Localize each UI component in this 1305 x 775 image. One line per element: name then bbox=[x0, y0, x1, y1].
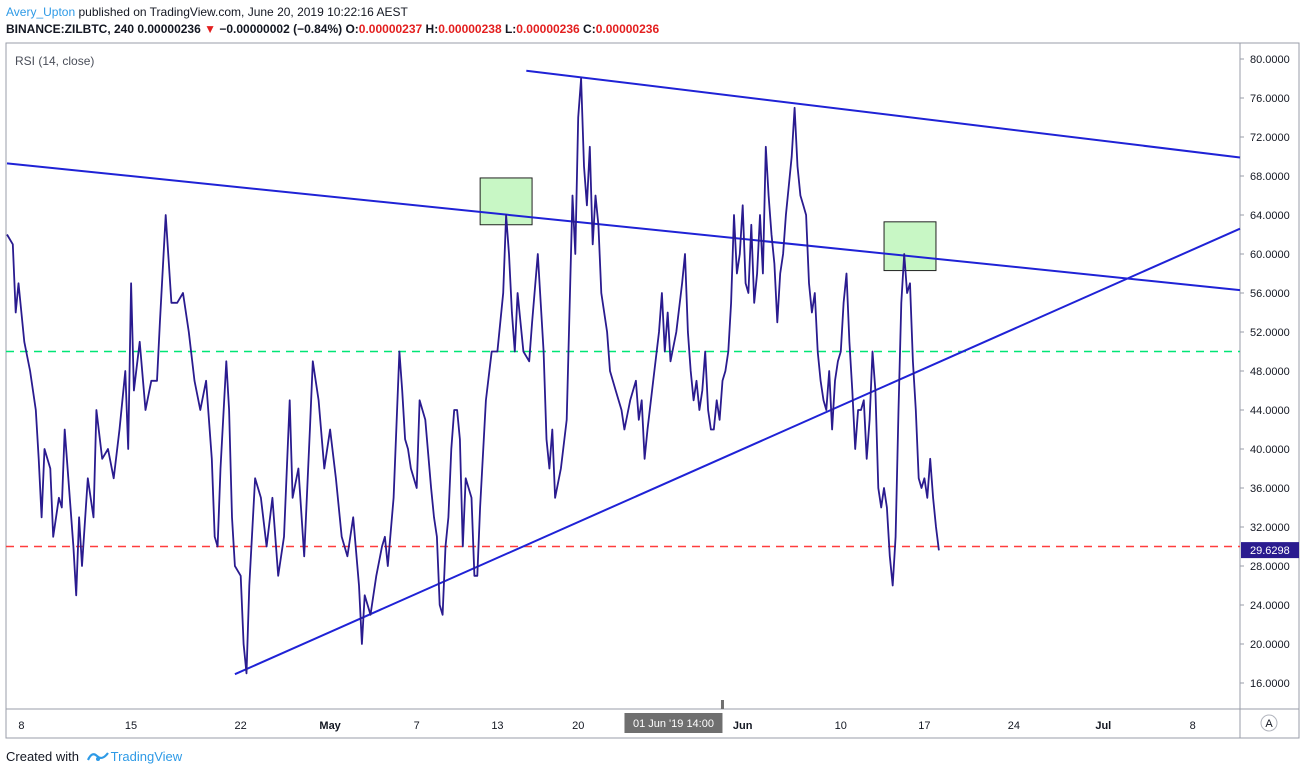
high-label: H: bbox=[425, 22, 439, 36]
publish-header: Avery_Upton published on TradingView.com… bbox=[6, 4, 408, 20]
tradingview-brand[interactable]: TradingView bbox=[110, 749, 183, 764]
low-label: L: bbox=[504, 22, 517, 36]
close-label: C: bbox=[583, 22, 596, 36]
y-tick-label: 48.0000 bbox=[1250, 366, 1290, 378]
low-value: 0.00000236 bbox=[516, 22, 580, 36]
x-tick-label: 8 bbox=[1190, 720, 1196, 732]
down-arrow-icon: ▼ bbox=[204, 22, 216, 36]
y-tick-label: 28.0000 bbox=[1250, 561, 1290, 573]
trendline-2 bbox=[526, 69, 1241, 159]
x-tick-label: 20 bbox=[572, 720, 584, 732]
x-tick-label: 7 bbox=[414, 720, 420, 732]
y-tick-label: 44.0000 bbox=[1250, 405, 1290, 417]
y-tick-label: 16.0000 bbox=[1250, 678, 1290, 690]
x-tick-label: 17 bbox=[918, 720, 930, 732]
ohlc-legend: BINANCE:ZILBTC, 240 0.00000236 ▼ −0.0000… bbox=[6, 21, 659, 37]
rsi-line bbox=[6, 77, 940, 675]
rsi-chart[interactable]: RSI (14, close) 80.0000 76.0000 72.0000 68.… bbox=[0, 0, 1305, 745]
x-tick-label: 13 bbox=[491, 720, 503, 732]
y-tick-label: 32.0000 bbox=[1250, 522, 1290, 534]
crosshair-marker bbox=[720, 700, 724, 709]
open-label: O: bbox=[345, 22, 359, 36]
x-tick-label: Jun bbox=[733, 720, 753, 732]
x-tick-label: 10 bbox=[835, 720, 847, 732]
author-link[interactable]: Avery_Upton bbox=[6, 5, 76, 19]
y-tick-label: 24.0000 bbox=[1250, 600, 1290, 612]
price-change: −0.00000002 (−0.84%) bbox=[219, 22, 343, 36]
crosshair-time-label: 01 Jun '19 14:00 bbox=[633, 718, 714, 730]
close-value: 0.00000236 bbox=[595, 22, 660, 36]
y-tick-label: 40.0000 bbox=[1250, 444, 1290, 456]
x-tick-label: 22 bbox=[235, 720, 247, 732]
current-value-tag bbox=[1241, 542, 1299, 559]
last-price: 0.00000236 bbox=[137, 22, 201, 36]
current-value-label: 29.6298 bbox=[1250, 545, 1290, 557]
published-text: published on TradingView.com, June 20, 2… bbox=[75, 5, 408, 19]
footer: Created with TradingView bbox=[6, 749, 182, 764]
high-value: 0.00000238 bbox=[438, 22, 502, 36]
crosshair-time-box bbox=[624, 713, 723, 733]
x-tick-label: May bbox=[319, 720, 341, 732]
open-value: 0.00000237 bbox=[358, 22, 423, 36]
y-tick-label: 64.0000 bbox=[1250, 210, 1290, 222]
auto-scale-label: A bbox=[1265, 718, 1273, 730]
y-tick-label: 56.0000 bbox=[1250, 288, 1290, 300]
y-tick-label: 76.0000 bbox=[1250, 93, 1290, 105]
trendline-1 bbox=[6, 162, 1241, 292]
x-tick-label: 24 bbox=[1008, 720, 1020, 732]
y-tick-label: 80.0000 bbox=[1250, 54, 1290, 66]
y-tick-label: 72.0000 bbox=[1250, 132, 1290, 144]
x-tick-label: Jul bbox=[1095, 720, 1111, 732]
y-tick-label: 20.0000 bbox=[1250, 639, 1290, 651]
y-tick-label: 60.0000 bbox=[1250, 249, 1290, 261]
x-tick-label: 15 bbox=[125, 720, 137, 732]
x-tick-label: 8 bbox=[18, 720, 24, 732]
auto-scale-button bbox=[1260, 714, 1278, 732]
y-tick-label: 52.0000 bbox=[1250, 327, 1290, 339]
indicator-title: RSI (14, close) bbox=[15, 54, 94, 68]
created-with-text: Created with bbox=[6, 749, 79, 764]
tradingview-logo-icon bbox=[86, 752, 109, 761]
trendline-3 bbox=[234, 227, 1241, 676]
symbol-label[interactable]: BINANCE:ZILBTC, 240 bbox=[6, 22, 135, 36]
chart-frame bbox=[5, 42, 1300, 739]
y-tick-label: 36.0000 bbox=[1250, 483, 1290, 495]
y-tick-label: 68.0000 bbox=[1250, 171, 1290, 183]
highlight-box-2 bbox=[883, 221, 937, 272]
